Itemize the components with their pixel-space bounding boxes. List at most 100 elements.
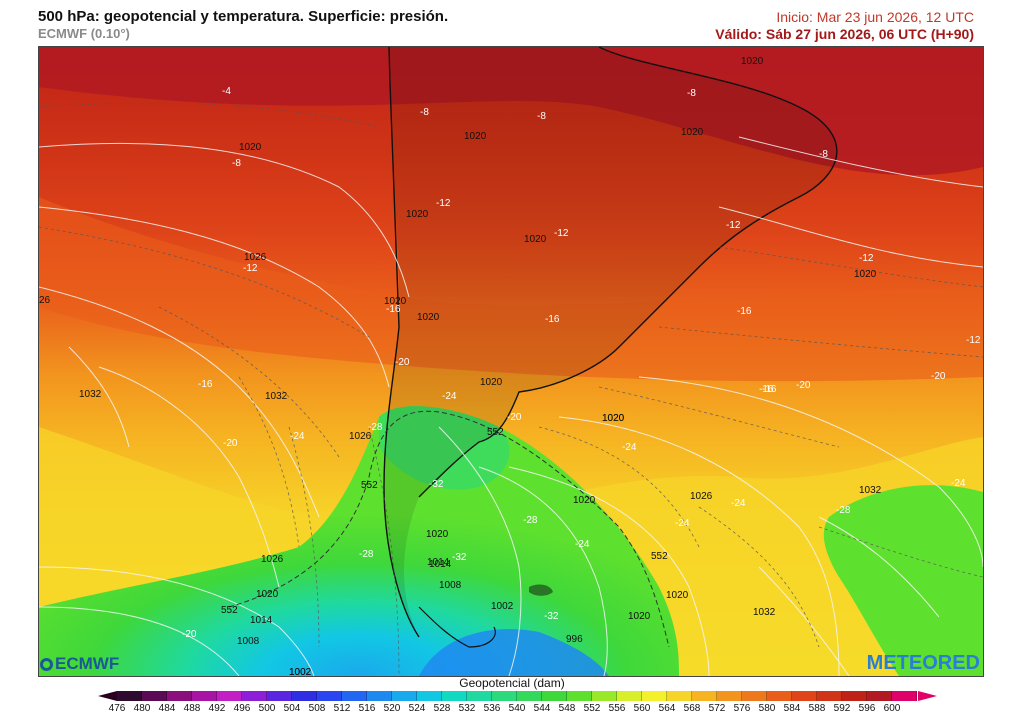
colorbar-segment	[742, 691, 767, 701]
colorbar-min-arrow	[98, 691, 117, 701]
pressure-label: 1026	[261, 554, 284, 565]
temperature-label: -12	[859, 253, 874, 264]
weather-map[interactable]: 1020 1020 1020 1020 1020 1020 1020 1020 …	[38, 46, 984, 677]
pressure-label: 1020	[417, 312, 440, 323]
colorbar	[117, 691, 917, 701]
colorbar-segment	[392, 691, 417, 701]
isohypse-labels: 552 552 552 552	[221, 427, 668, 616]
temperature-label: -20	[796, 380, 811, 391]
colorbar-segment	[267, 691, 292, 701]
colorbar-tick-label: 552	[583, 703, 601, 714]
land-south-america	[384, 47, 837, 637]
colorbar-segment	[892, 691, 917, 701]
temperature-label: -20	[931, 371, 946, 382]
colorbar-tick-label: 532	[458, 703, 476, 714]
temperature-label: -24	[951, 478, 966, 489]
isohypse-label: 552	[487, 427, 504, 438]
temperature-label: -8	[819, 149, 828, 160]
pressure-label: 1020	[854, 269, 877, 280]
colorbar-segment	[192, 691, 217, 701]
colorbar-tick-label: 516	[358, 703, 376, 714]
temperature-labels: -4 -8 -8 -8 -8 -8 -12 -12 -12 -12 -12 -1…	[182, 86, 981, 640]
pressure-label: 26	[39, 295, 51, 306]
colorbar-segment	[617, 691, 642, 701]
colorbar-segment	[167, 691, 192, 701]
meteored-logo: METEORED	[866, 652, 980, 674]
pressure-label: 1020	[602, 413, 625, 424]
temperature-label: -24	[575, 539, 590, 550]
colorbar-tick-label: 496	[233, 703, 251, 714]
band-592	[39, 47, 983, 176]
colorbar-tick-label: 592	[833, 703, 851, 714]
falkland-islands	[529, 584, 553, 596]
colorbar-segment	[717, 691, 742, 701]
isohypse-552	[228, 410, 670, 648]
pressure-label: 1002	[289, 667, 312, 676]
temperature-label: -12	[243, 263, 258, 274]
init-time: Inicio: Mar 23 jun 2026, 12 UTC	[776, 9, 974, 25]
temperature-label: -12	[554, 228, 569, 239]
pressure-label: 1020	[681, 127, 704, 138]
colorbar-tick-label: 588	[808, 703, 826, 714]
colorbar-tick-label: 548	[558, 703, 576, 714]
pressure-label: 1020	[426, 529, 449, 540]
colorbar-tick-label: 512	[333, 703, 351, 714]
pressure-label: 1014	[429, 559, 452, 570]
pressure-label: 1032	[753, 607, 776, 618]
temperature-label: -28	[836, 505, 851, 516]
colorbar-segment	[292, 691, 317, 701]
pressure-label: 1008	[439, 580, 462, 591]
colorbar-segment	[542, 691, 567, 701]
temperature-label: -16	[762, 384, 777, 395]
colorbar-tick-label: 488	[183, 703, 201, 714]
pressure-label: 1020	[384, 296, 407, 307]
colorbar-tick-label: 504	[283, 703, 301, 714]
pressure-label: 1002	[289, 667, 312, 676]
colorbar-max-arrow	[918, 691, 937, 701]
ecmwf-logo: ECMWF	[40, 654, 119, 674]
pressure-label: 1020	[741, 56, 764, 67]
pressure-label: 1020	[573, 495, 596, 506]
pressure-label: 1032	[859, 485, 882, 496]
temperature-label: -8	[687, 88, 696, 99]
temperature-label: -8	[420, 107, 429, 118]
pressure-label: 1026	[244, 252, 267, 263]
colorbar-tick-label: 536	[483, 703, 501, 714]
temperature-label: -16	[545, 314, 560, 325]
pressure-label: 1020	[464, 131, 487, 142]
colorbar-ticks: 476 480 484 488 492 496 500 504 508 512 516 520 524 5…	[0, 703, 1024, 717]
colorbar-tick-label: 528	[433, 703, 451, 714]
colorbar-segment	[417, 691, 442, 701]
temperature-label: -16	[386, 304, 401, 315]
colorbar-tick-label: 484	[158, 703, 176, 714]
colorbar-tick-label: 560	[633, 703, 651, 714]
colorbar-segment	[442, 691, 467, 701]
pressure-label: 1032	[265, 391, 288, 402]
colorbar-tick-label: 476	[108, 703, 126, 714]
pressure-label: 1020	[628, 611, 651, 622]
colorbar-tick-label: 584	[783, 703, 801, 714]
temperature-label: -32	[544, 611, 559, 622]
colorbar-segment	[792, 691, 817, 701]
temperature-label: -12	[436, 198, 451, 209]
colorbar-segment	[767, 691, 792, 701]
cold-trough	[39, 406, 679, 676]
colorbar-segment	[242, 691, 267, 701]
pressure-label: 1020	[602, 413, 625, 424]
temperature-label: -32	[452, 552, 467, 563]
temperature-label: -24	[442, 391, 457, 402]
pressure-label: 1014	[250, 615, 273, 626]
colorbar-segment	[667, 691, 692, 701]
pressure-label: 1020	[480, 377, 503, 388]
valid-time: Válido: Sáb 27 jun 2026, 06 UTC (H+90)	[715, 26, 974, 42]
temperature-label: -16	[737, 306, 752, 317]
isohypse-label: 552	[221, 605, 238, 616]
temperature-label: -16	[198, 379, 213, 390]
ecmwf-logo-text: ECMWF	[55, 654, 120, 673]
temperature-label: -16	[759, 384, 774, 395]
temperature-label: -4	[222, 86, 231, 97]
pressure-labels: 1020 1020 1020 1020 1020 1020 1020 1020 …	[39, 56, 882, 676]
pressure-label: 1020	[666, 590, 689, 601]
temperature-label: -28	[359, 549, 374, 560]
isobars	[39, 136, 983, 676]
